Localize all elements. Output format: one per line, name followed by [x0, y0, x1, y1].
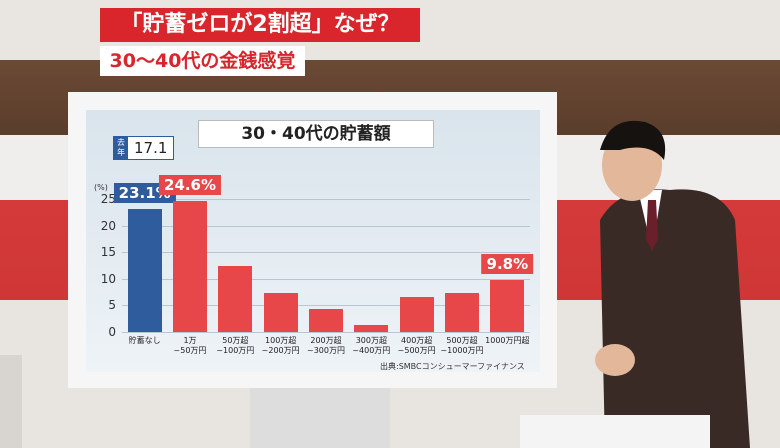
presenter: [595, 120, 750, 448]
bar: [127, 209, 162, 332]
y-tick-label: 0: [108, 325, 116, 339]
x-tick-label: 100万超 ~200万円: [261, 336, 300, 355]
grid-line: [122, 252, 530, 254]
grid-line: [122, 225, 530, 227]
last-year-label: 去年: [114, 137, 128, 159]
x-tick-label: 1万 ~50万円: [173, 336, 207, 355]
source: 出典:SMBCコンシューマーファイナンス: [380, 362, 525, 371]
y-tick-label: 15: [100, 245, 116, 260]
set-piece: [0, 355, 22, 448]
value-label: 24.6%: [158, 175, 222, 196]
subhead: 30〜40代の金銭感覚: [100, 46, 305, 76]
bar: [354, 325, 389, 332]
board-stand: [250, 388, 390, 448]
x-tick-label: 1000万円超: [485, 336, 530, 345]
grid-line: [122, 332, 530, 333]
bar: [173, 201, 207, 332]
y-tick-label: 25: [100, 192, 116, 206]
headline: 「貯蓄ゼロが2割超」なぜ？: [100, 8, 420, 42]
x-tick-label: 200万超 ~300万円: [307, 336, 345, 355]
bar: [309, 309, 343, 332]
bar: [399, 296, 434, 332]
x-tick-label: 400万超 ~500万円: [397, 336, 436, 355]
y-unit: (%): [94, 183, 108, 192]
y-tick-label: 10: [100, 271, 116, 286]
last-year-value: 17.1: [134, 139, 168, 157]
value-label: 9.8%: [481, 253, 534, 274]
x-tick-label: 300万超 ~400万円: [352, 336, 391, 355]
bar: [218, 266, 253, 332]
last-year: 去年 17.1: [113, 136, 175, 160]
grid-line: [122, 305, 530, 307]
desk-papers: [520, 415, 710, 448]
y-tick-label: 5: [108, 298, 116, 313]
chart-title: 30・40代の貯蓄額: [198, 120, 434, 148]
bar: [445, 293, 479, 332]
y-tick-label: 20: [100, 218, 116, 233]
x-tick-label: 貯蓄なし: [128, 336, 161, 345]
x-tick-label: 50万超 ~100万円: [216, 336, 255, 355]
bar: [490, 279, 525, 332]
grid-line: [122, 199, 530, 200]
x-tick-label: 500万超 ~1000万円: [440, 336, 484, 355]
grid-line: [122, 278, 530, 280]
bar: [263, 293, 298, 332]
